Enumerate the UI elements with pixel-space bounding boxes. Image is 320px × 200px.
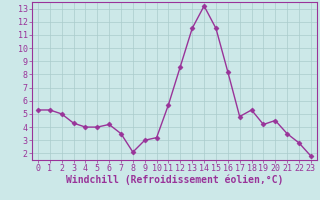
X-axis label: Windchill (Refroidissement éolien,°C): Windchill (Refroidissement éolien,°C) (66, 175, 283, 185)
